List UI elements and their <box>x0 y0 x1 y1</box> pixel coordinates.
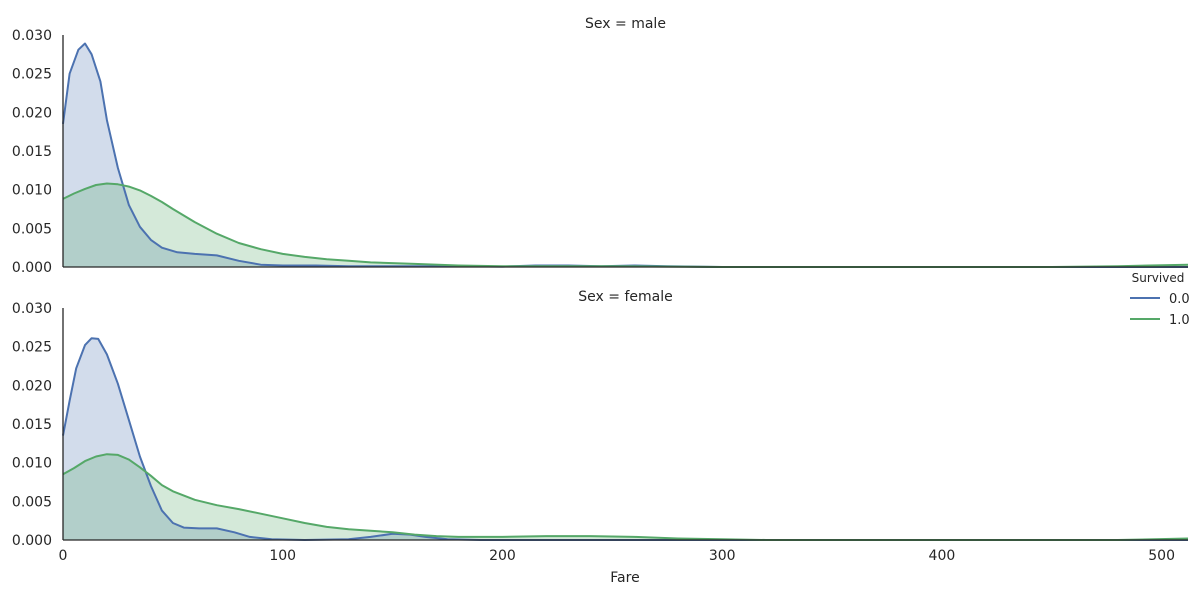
y-tick-label: 0.025 <box>12 67 52 83</box>
x-tick-label: 300 <box>709 548 736 564</box>
x-tick-label: 400 <box>929 548 956 564</box>
y-tick-label: 0.020 <box>12 378 52 394</box>
y-tick-label: 0.020 <box>12 105 52 121</box>
series-area-1.0 <box>63 183 1188 267</box>
y-tick-label: 0.015 <box>12 417 52 433</box>
legend-label-1: 1.0 <box>1169 313 1190 328</box>
x-tick-label: 100 <box>269 548 296 564</box>
panel-title: Sex = female <box>578 289 672 305</box>
legend: Survived 0.0 1.0 <box>1130 271 1190 328</box>
y-tick-label: 0.030 <box>12 301 52 317</box>
x-tick-label: 500 <box>1148 548 1175 564</box>
y-tick-label: 0.000 <box>12 260 52 276</box>
series-area-1.0 <box>63 454 1188 540</box>
series-line-0.0 <box>62 42 1188 268</box>
series-line-1.0 <box>62 453 1189 541</box>
panel-0: Sex = male 0.000 0.005 0.010 0.015 0.020 0.025… <box>12 16 1189 276</box>
panels-layer: Sex = male 0.000 0.005 0.010 0.015 0.020 0.025… <box>12 16 1189 564</box>
x-axis-label: Fare <box>610 570 639 586</box>
series-line-0.0 <box>62 337 1188 541</box>
series-area-0.0 <box>63 43 1188 267</box>
legend-title: Survived <box>1132 271 1185 285</box>
panel-title: Sex = male <box>585 16 666 32</box>
y-tick-label: 0.005 <box>12 494 52 510</box>
y-tick-label: 0.005 <box>12 221 52 237</box>
y-tick-label: 0.000 <box>12 533 52 549</box>
x-tick-label: 200 <box>489 548 516 564</box>
legend-label-0: 0.0 <box>1169 292 1190 307</box>
y-tick-label: 0.015 <box>12 144 52 160</box>
y-tick-label: 0.025 <box>12 340 52 356</box>
y-tick-label: 0.010 <box>12 183 52 199</box>
x-tick-label: 0 <box>59 548 68 564</box>
y-tick-label: 0.030 <box>12 28 52 44</box>
y-tick-label: 0.010 <box>12 456 52 472</box>
panel-1: Sex = female 0.000 0.005 0.010 0.015 0.020 0.0… <box>12 289 1189 564</box>
